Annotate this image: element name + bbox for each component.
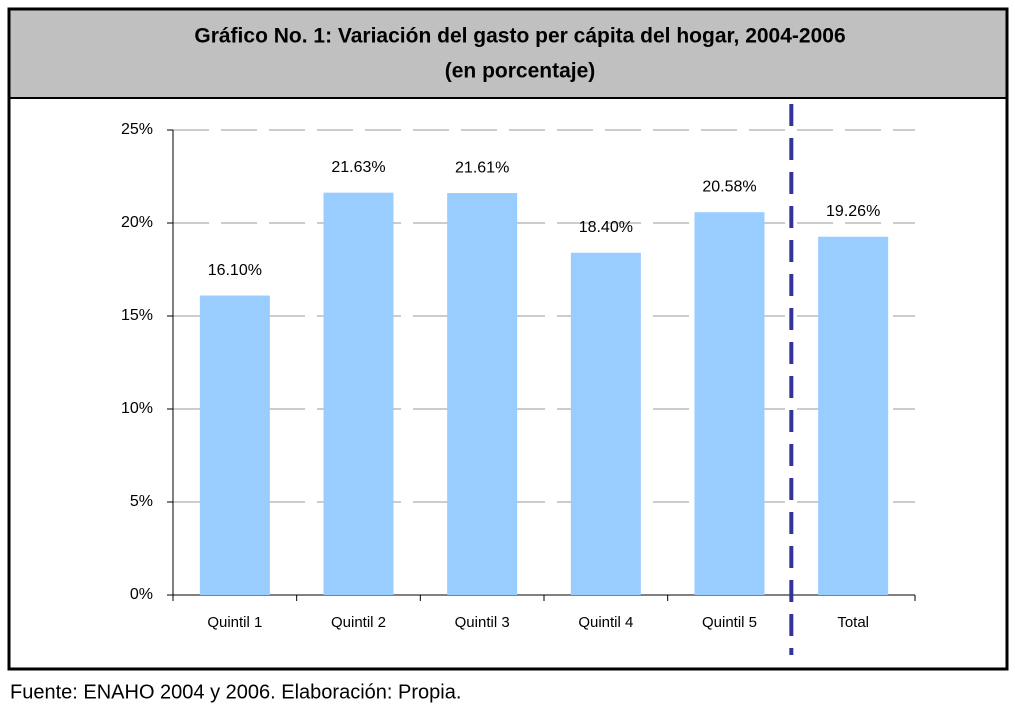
x-tick-label: Total <box>837 614 869 631</box>
bar <box>570 252 641 595</box>
x-tick-label: Quintil 3 <box>455 614 510 631</box>
value-label: 20.58% <box>702 178 756 195</box>
y-tick-label: 0% <box>130 586 153 603</box>
x-tick-label: Quintil 1 <box>207 614 262 631</box>
value-label: 16.10% <box>208 262 262 279</box>
bar <box>323 192 394 595</box>
title-band <box>9 9 1007 98</box>
y-tick-label: 20% <box>121 214 153 231</box>
value-label: 18.40% <box>579 219 633 236</box>
bar <box>818 236 889 596</box>
y-tick-label: 25% <box>121 121 153 138</box>
y-tick-label: 15% <box>121 307 153 324</box>
source-note: Fuente: ENAHO 2004 y 2006. Elaboración: … <box>10 681 461 703</box>
bar <box>199 295 270 595</box>
value-label: 19.26% <box>826 203 880 220</box>
frame <box>7 7 1009 671</box>
value-label: 21.63% <box>331 159 385 176</box>
x-tick-label: Quintil 2 <box>331 614 386 631</box>
y-tick-label: 5% <box>130 493 153 510</box>
value-label: 21.61% <box>455 159 509 176</box>
chart-subtitle: (en porcentaje) <box>445 60 596 83</box>
chart-title: Gráfico No. 1: Variación del gasto per c… <box>194 25 845 48</box>
bar <box>447 193 518 595</box>
y-tick-label: 10% <box>121 400 153 417</box>
x-tick-label: Quintil 5 <box>702 614 757 631</box>
x-tick-label: Quintil 4 <box>578 614 633 631</box>
bar <box>694 212 765 595</box>
